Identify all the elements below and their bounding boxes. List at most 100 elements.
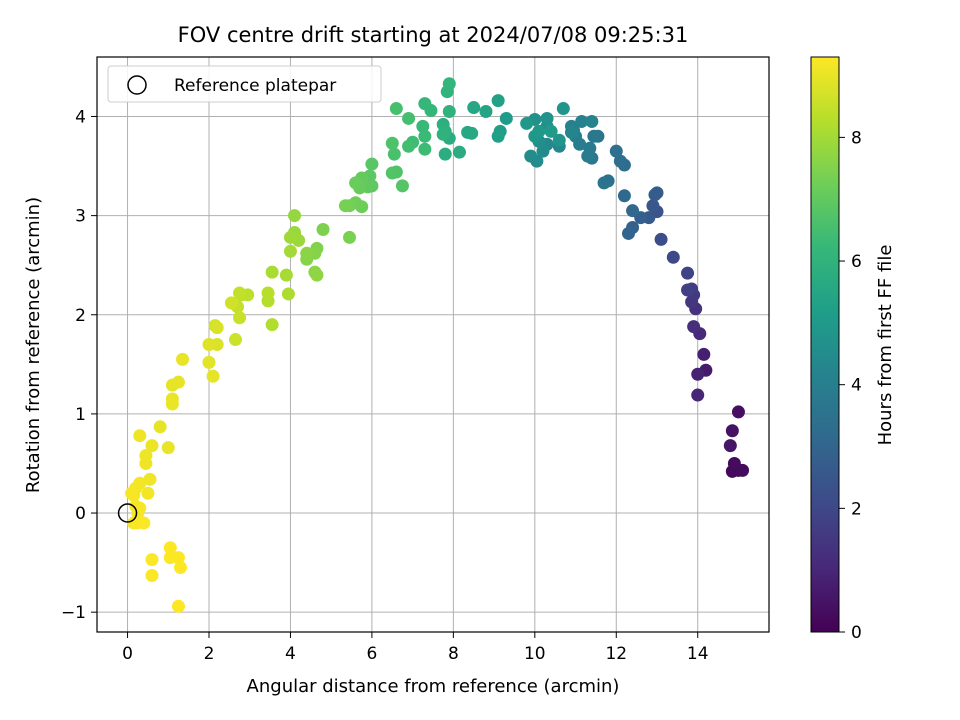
data-point: [442, 105, 456, 119]
legend-open-circle-marker: [127, 75, 147, 95]
data-point: [402, 111, 416, 125]
data-point: [617, 189, 631, 203]
x-tick-label: 12: [605, 644, 627, 664]
data-point: [687, 320, 701, 334]
data-point: [585, 114, 599, 128]
data-point: [343, 230, 357, 244]
data-point: [442, 77, 456, 91]
colorbar: [810, 56, 840, 633]
legend-entry-reference-platepar: Reference platepar: [174, 76, 336, 96]
data-point: [385, 136, 399, 150]
data-point: [418, 129, 432, 143]
colorbar-tick-label: 4: [851, 376, 862, 396]
colorbar-ticks: 0 2 4 6 8: [839, 128, 862, 643]
data-point: [583, 141, 597, 155]
data-point: [556, 102, 570, 116]
data-point: [139, 456, 153, 470]
data-point: [416, 119, 430, 133]
data-point: [385, 166, 399, 180]
data-point: [300, 246, 314, 260]
data-point: [145, 439, 159, 453]
data-point: [233, 311, 247, 325]
data-points: [125, 77, 750, 613]
grid-lines: [97, 57, 769, 632]
x-tick-label: 0: [122, 644, 133, 664]
colorbar-tick-label: 8: [851, 128, 862, 148]
y-tick-label: 1: [75, 405, 86, 425]
data-point: [452, 145, 466, 159]
data-point: [389, 102, 403, 116]
y-tick-label: 2: [75, 306, 86, 326]
data-point: [233, 286, 247, 300]
data-point: [648, 188, 662, 202]
data-point: [338, 199, 352, 213]
data-point: [520, 116, 534, 130]
data-point: [283, 230, 297, 244]
data-point: [171, 551, 185, 565]
chart-title: FOV centre drift starting at 2024/07/08 …: [178, 23, 689, 47]
data-point: [349, 176, 363, 190]
data-point: [316, 223, 330, 236]
data-point: [438, 147, 452, 161]
data-point: [609, 144, 623, 158]
data-point: [597, 176, 611, 190]
data-point: [165, 397, 179, 411]
data-point: [536, 144, 550, 158]
data-point: [210, 321, 224, 335]
data-point: [723, 439, 737, 453]
data-point: [544, 124, 558, 138]
data-point: [133, 429, 147, 443]
data-point: [613, 154, 627, 168]
data-point: [436, 127, 450, 141]
data-point: [552, 133, 566, 147]
data-point: [691, 367, 705, 381]
x-tick-label: 2: [204, 644, 215, 664]
data-point: [621, 226, 635, 240]
y-axis-ticks: −1 0 1 2 3 4: [61, 107, 97, 623]
data-point: [137, 516, 151, 530]
data-point: [666, 250, 680, 264]
data-point: [202, 338, 216, 351]
y-tick-label: 0: [75, 504, 86, 524]
data-point: [228, 333, 242, 347]
data-point: [491, 129, 505, 143]
data-point: [176, 352, 190, 366]
data-point: [288, 209, 302, 223]
data-point: [727, 456, 741, 470]
x-tick-label: 6: [366, 644, 377, 664]
data-point: [725, 424, 739, 438]
data-point: [265, 318, 279, 332]
data-point: [281, 287, 295, 301]
data-point: [564, 125, 578, 139]
x-axis-label: Angular distance from reference (arcmin): [247, 676, 620, 697]
data-point: [141, 486, 155, 500]
data-point: [697, 347, 711, 361]
data-point: [145, 553, 159, 567]
data-point: [206, 369, 220, 383]
plot-frame: [96, 56, 770, 633]
data-point: [365, 157, 379, 171]
data-point: [540, 111, 554, 125]
data-point: [418, 142, 432, 156]
data-point: [691, 388, 705, 402]
data-point: [524, 149, 538, 163]
data-point: [465, 126, 479, 140]
colorbar-label: Hours from first FF file: [875, 245, 896, 446]
colorbar-tick-label: 2: [851, 499, 862, 519]
data-point: [387, 147, 401, 161]
y-tick-label: 3: [75, 207, 86, 227]
x-tick-label: 4: [285, 644, 296, 664]
data-point: [626, 204, 640, 218]
data-point: [224, 296, 238, 310]
data-point: [125, 486, 139, 500]
data-point: [395, 179, 409, 193]
data-point: [532, 124, 546, 138]
y-tick-label: 4: [75, 107, 86, 127]
data-point: [165, 378, 179, 392]
data-point: [646, 199, 660, 213]
data-point: [731, 405, 745, 419]
data-point: [265, 265, 279, 279]
data-point: [491, 94, 505, 108]
x-tick-label: 14: [687, 644, 709, 664]
